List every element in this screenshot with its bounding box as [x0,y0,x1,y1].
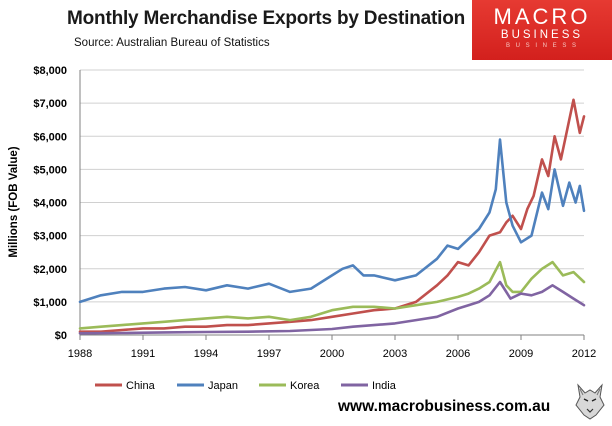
macrobusiness-logo[interactable]: MACRO BUSINESS B U S I N E S S [472,0,612,60]
y-axis-label: Millions (FOB Value) [8,146,20,257]
logo-main-text: MACRO [493,4,591,29]
gridlines [80,69,584,303]
logo-sub-text: BUSINESS [500,29,584,41]
y-tick-label: $6,000 [33,131,67,143]
y-tick-label: $0 [55,330,67,342]
y-tick-label: $1,000 [33,297,67,309]
y-tick-label: $3,000 [33,231,67,243]
x-tick-label: 1988 [68,348,92,360]
series-lines [78,98,586,335]
series-line-korea [78,260,586,330]
series-line-china [78,98,586,334]
x-tick-label: 2009 [509,348,533,360]
logo-tagline: B U S I N E S S [505,43,578,49]
website-url[interactable]: www.macrobusiness.com.au [338,398,551,415]
legend: China Japan Korea India [95,380,397,392]
series-line-india [78,280,586,335]
legend-label-india: India [372,380,397,392]
x-tick-label: 2003 [383,348,407,360]
series-line-japan [78,138,586,304]
y-tick-label: $2,000 [33,264,67,276]
chart-title: Monthly Merchandise Exports by Destinati… [67,8,466,29]
x-tick-label: 1997 [257,348,281,360]
legend-label-japan: Japan [208,380,238,392]
x-tick-label: 1994 [194,348,218,360]
axes: $0 $1,000 $2,000 $3,000 $4,000 $5,000 $6,000 $7… [33,65,596,360]
chart-source: Source: Australian Bureau of Statistics [74,37,270,49]
x-tick-label: 2006 [446,348,470,360]
legend-label-korea: Korea [290,380,320,392]
x-tick-label: 1991 [131,348,155,360]
wolf-mascot-icon [574,381,606,421]
x-tick-label: 2012 [572,348,596,360]
y-tick-label: $8,000 [33,65,67,77]
y-tick-label: $4,000 [33,198,67,210]
y-tick-label: $7,000 [33,98,67,110]
x-tick-label: 2000 [320,348,344,360]
y-tick-label: $5,000 [33,164,67,176]
legend-label-china: China [126,380,156,392]
